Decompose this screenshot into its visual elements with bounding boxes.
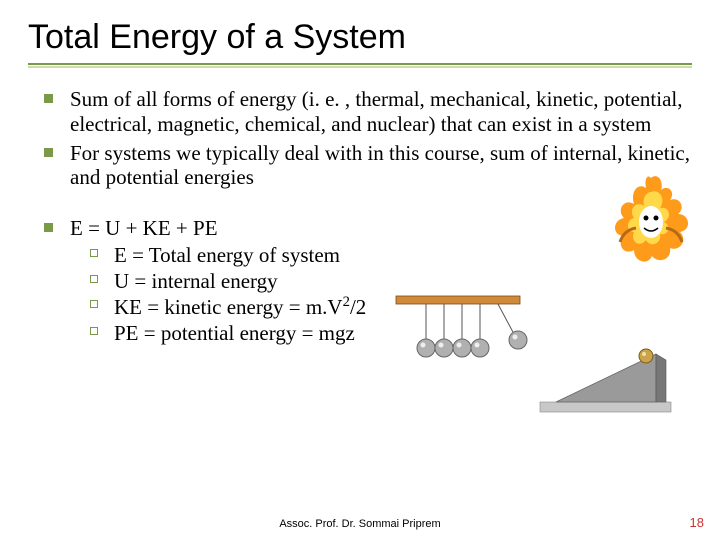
bullet-item: E = U + KE + PE E = Total energy of syst… (44, 216, 692, 346)
spacer (28, 194, 692, 216)
newtons-cradle-icon (388, 290, 528, 370)
page-number: 18 (690, 515, 704, 530)
footer-text: Assoc. Prof. Dr. Sommai Priprem (0, 518, 720, 530)
slide-body: Sum of all forms of energy (i. e. , ther… (28, 87, 692, 346)
title-underline (28, 63, 692, 65)
slide: Total Energy of a System Sum of all form… (0, 0, 720, 540)
sub-bullet-item: E = Total energy of system (90, 243, 692, 268)
inclined-plane-icon (538, 340, 673, 415)
bullet-list-equation: E = U + KE + PE E = Total energy of syst… (28, 216, 692, 346)
equation-text: E = U + KE + PE (70, 216, 218, 240)
sub-bullet-list: E = Total energy of system U = internal … (70, 243, 692, 346)
bullet-item: Sum of all forms of energy (i. e. , ther… (44, 87, 692, 137)
flame-character-icon (606, 170, 696, 270)
page-title: Total Energy of a System (28, 18, 692, 57)
bullet-item: For systems we typically deal with in th… (44, 141, 692, 191)
bullet-list-top: Sum of all forms of energy (i. e. , ther… (28, 87, 692, 190)
